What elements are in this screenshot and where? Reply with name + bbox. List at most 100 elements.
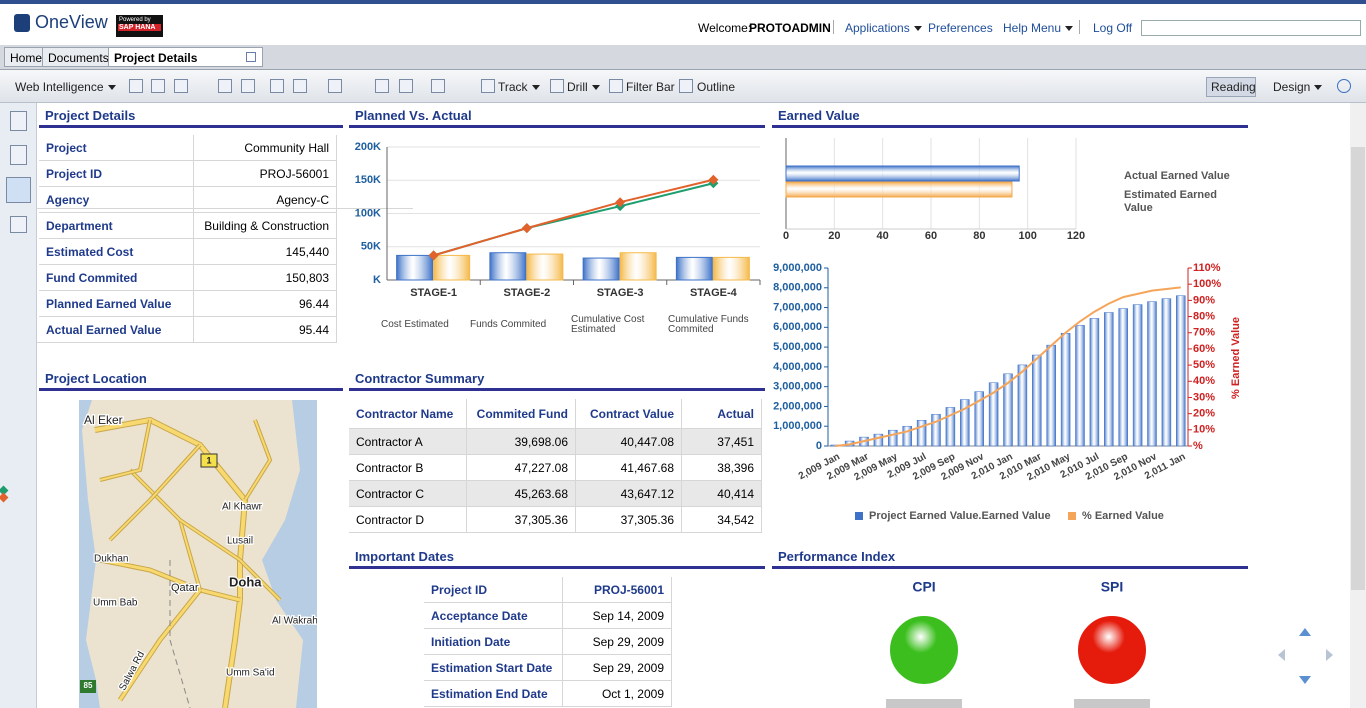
y2-tick-label: 90% — [1193, 294, 1215, 306]
panel-rule — [349, 388, 765, 391]
road — [179, 519, 241, 561]
tool-icon[interactable] — [293, 79, 307, 93]
menu-applications[interactable]: Applications — [845, 21, 922, 35]
side-icon[interactable] — [6, 177, 31, 203]
tool-track[interactable]: Track — [498, 80, 540, 94]
user-name: PROTOADMIN — [749, 21, 831, 35]
tool-filter-bar[interactable]: Filter Bar — [626, 80, 675, 94]
y-tick-label: 150K — [355, 174, 381, 186]
x-tick-label: STAGE-4 — [690, 287, 738, 299]
tool-icon[interactable] — [550, 79, 564, 93]
bar — [396, 254, 434, 281]
side-icon[interactable] — [10, 145, 27, 165]
y-tick-label: 3,000,000 — [773, 381, 822, 393]
map-label: Umm Bab — [93, 598, 138, 609]
menu-preferences[interactable]: Preferences — [928, 21, 993, 35]
y2-tick-label: % — [1193, 440, 1203, 452]
tool-icon[interactable] — [399, 79, 413, 93]
x-tick-label: 0 — [783, 230, 789, 242]
bar — [1032, 354, 1042, 447]
legend-label: Estimated Earned Value — [1124, 189, 1217, 214]
tab-project-details[interactable]: Project Details — [108, 47, 263, 67]
indicator-value-box — [886, 699, 962, 708]
table-cell: Agency — [39, 187, 194, 213]
panel-title: Project Location — [45, 371, 147, 386]
column-header: Actual — [682, 399, 762, 429]
table-cell: 95.44 — [194, 317, 337, 343]
tool-icon[interactable] — [270, 79, 284, 93]
bar — [1060, 333, 1071, 447]
y-tick-label: 6,000,000 — [773, 321, 822, 333]
menu-logoff[interactable]: Log Off — [1093, 21, 1133, 35]
table-cell: Planned Earned Value — [39, 291, 194, 317]
legend-label: Cost Estimated — [381, 319, 449, 330]
mode-design[interactable]: Design — [1273, 80, 1322, 94]
tab-home[interactable]: Home — [4, 47, 49, 67]
table-cell: Project ID — [424, 577, 563, 603]
menu-help[interactable]: Help Menu — [1003, 21, 1073, 35]
toolbar-app[interactable]: Web Intelligence — [15, 80, 116, 94]
tab-documents[interactable]: Documents — [42, 47, 115, 67]
reading-button[interactable] — [1206, 77, 1256, 97]
road — [109, 444, 201, 541]
indicator-value-box — [1074, 699, 1150, 708]
route-badge — [80, 680, 96, 693]
road — [99, 419, 151, 481]
tool-icon[interactable] — [174, 79, 188, 93]
bar — [931, 414, 941, 447]
bar — [433, 254, 471, 281]
tool-icon[interactable] — [241, 79, 255, 93]
scroll-thumb[interactable] — [1351, 147, 1365, 590]
bar — [1132, 304, 1143, 447]
mode-reading[interactable]: Reading — [1211, 80, 1256, 94]
welcome: Welcome: — [698, 21, 752, 35]
bar — [712, 256, 750, 281]
indicator-name: CPI — [912, 579, 935, 595]
tool-drill[interactable]: Drill — [567, 80, 600, 94]
table-cell: 37,451 — [682, 429, 762, 455]
tool-icon[interactable] — [375, 79, 389, 93]
tool-icon[interactable] — [481, 79, 495, 93]
y2-tick-label: 70% — [1193, 327, 1215, 339]
x-tick-label: STAGE-2 — [503, 287, 550, 299]
side-icon[interactable] — [10, 111, 27, 131]
bar — [916, 420, 927, 447]
column-header: Contract Value — [576, 399, 682, 429]
map-label: Al Wakrah — [272, 616, 318, 627]
search-box[interactable] — [1141, 20, 1361, 36]
side-icon[interactable] — [10, 216, 27, 233]
tool-icon[interactable] — [679, 79, 693, 93]
logo-icon — [14, 14, 30, 32]
column-header: Contractor Name — [349, 399, 467, 429]
legend-label: Funds Commited — [470, 319, 547, 330]
map-label: 1 — [206, 455, 211, 465]
help-icon[interactable] — [1337, 79, 1351, 93]
line — [835, 286, 1181, 447]
road — [223, 599, 242, 708]
table-cell: 39,698.06 — [467, 429, 576, 455]
tool-icon[interactable] — [129, 79, 143, 93]
legend-marker — [1068, 512, 1076, 520]
table-cell: Oct 1, 2009 — [563, 681, 672, 707]
y-tick-label: 8,000,000 — [773, 282, 822, 294]
y-tick-label: 50K — [361, 241, 381, 253]
tool-icon[interactable] — [218, 79, 232, 93]
tab-close[interactable] — [246, 52, 256, 62]
road — [94, 417, 248, 600]
y-tick-label: 4,000,000 — [773, 361, 822, 373]
bar — [1104, 312, 1114, 447]
point — [615, 197, 626, 208]
y-tick-label: 1,000,000 — [773, 420, 822, 432]
bar — [960, 399, 970, 447]
tool-outline[interactable]: Outline — [697, 80, 736, 94]
tool-icon[interactable] — [609, 79, 623, 93]
table-cell: Sep 29, 2009 — [563, 629, 672, 655]
tool-icon[interactable] — [151, 79, 165, 93]
tool-icon[interactable] — [328, 79, 342, 93]
map-label: Al Eker — [84, 413, 123, 427]
tool-icon[interactable] — [431, 79, 445, 93]
y2-tick-label: 60% — [1193, 343, 1215, 355]
panel-rule — [349, 125, 765, 128]
powered-badge: Powered by SAP HANA — [116, 15, 163, 37]
